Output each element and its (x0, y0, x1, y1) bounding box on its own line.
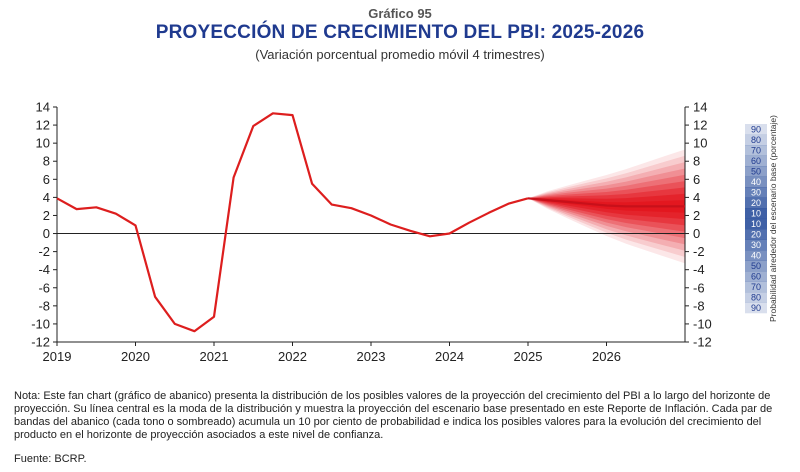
growth-lines (56, 112, 685, 333)
fan-legend-label: 20 (751, 198, 761, 208)
fan-legend-cell (745, 134, 767, 146)
historical-growth-line (56, 112, 529, 333)
fan-legend-cell (745, 124, 767, 135)
y-tick-label-right: -2 (693, 244, 705, 259)
fan-legend-label: 90 (751, 303, 761, 313)
y-tick-label-left: 0 (43, 226, 50, 241)
y-tick-label-left: 12 (36, 118, 50, 133)
chart-subtitle: (Variación porcentual promedio móvil 4 t… (255, 47, 545, 62)
x-tick-label: 2024 (435, 349, 464, 364)
fan-legend-label: 30 (751, 188, 761, 198)
chart-title: PROYECCIÓN DE CRECIMIENTO DEL PBI: 2025-… (155, 22, 645, 43)
y-tick-label-right: -6 (693, 280, 705, 295)
fan-legend-label: 10 (751, 219, 761, 229)
fan-legend-cell (745, 271, 767, 282)
fan-legend-cell (745, 302, 767, 314)
fan-legend-cell (745, 218, 767, 230)
y-tick-label-right: 10 (693, 136, 707, 151)
fan-legend-label: 50 (751, 261, 761, 271)
y-tick-label-right: 6 (693, 172, 700, 187)
y-tick-label-right: 2 (693, 208, 700, 223)
y-tick-label-left: 4 (43, 190, 50, 205)
y-tick-label-left: -12 (31, 335, 50, 350)
y-tick-label-right: -12 (693, 335, 712, 350)
y-tick-label-left: -4 (38, 262, 50, 277)
fan-legend-cell (745, 281, 767, 293)
y-tick-label-right: -4 (693, 262, 705, 277)
figure-number: Gráfico 95 (368, 6, 432, 21)
y-tick-label-left: -2 (38, 244, 50, 259)
fan-legend-label: 40 (751, 251, 761, 261)
fan-legend-cell (745, 239, 767, 251)
x-tick-label: 2023 (357, 349, 386, 364)
y-tick-label-right: -8 (693, 298, 705, 313)
y-tick-label-right: 14 (693, 100, 707, 115)
y-tick-label-left: 10 (36, 136, 50, 151)
fan-legend-label: 30 (751, 240, 761, 250)
y-tick-label-left: -6 (38, 280, 50, 295)
fan-legend-label: 70 (751, 146, 761, 156)
x-tick-label: 2022 (278, 349, 307, 364)
fan-legend-label: 70 (751, 282, 761, 292)
y-tick-label-right: 12 (693, 118, 707, 133)
y-tick-label-left: 6 (43, 172, 50, 187)
chart-source: Fuente: BCRP. (14, 453, 87, 465)
fan-legend-cell (745, 187, 767, 198)
x-tick-label: 2026 (592, 349, 621, 364)
y-tick-label-left: 8 (43, 154, 50, 169)
y-tick-label-left: -8 (38, 298, 50, 313)
fan-legend-label: 40 (751, 177, 761, 187)
fan-legend-label: 60 (751, 156, 761, 166)
fan-legend-cell (745, 166, 767, 177)
y-tick-label-right: -10 (693, 316, 712, 331)
projection-central-line (527, 197, 685, 208)
y-tick-label-left: 2 (43, 208, 50, 223)
fan-legend-title: Probabilidad alrededor del escenario bas… (768, 115, 778, 322)
x-tick-label: 2019 (43, 349, 72, 364)
fan-legend-label: 90 (751, 125, 761, 135)
fan-legend-cell (745, 260, 767, 272)
fan-legend-cell (745, 229, 767, 240)
x-tick-label: 2021 (200, 349, 229, 364)
x-tick-label: 2025 (514, 349, 543, 364)
fan-legend-cell (745, 155, 767, 167)
fan-legend-label: 50 (751, 167, 761, 177)
fan-legend-cell (745, 250, 767, 261)
chart-note: Nota: Este fan chart (gráfico de abanico… (14, 390, 773, 441)
chart-axes: 14 14 12 12 10 10 8 8 6 6 4 4 2 2 0 0 -2 -2 -4 -4 -6 -6 -8 -8 -1… (31, 100, 712, 365)
fan-legend-cell (745, 292, 767, 303)
y-tick-label-left: 14 (36, 100, 50, 115)
x-tick-label: 2020 (121, 349, 150, 364)
fan-legend-label: 20 (751, 230, 761, 240)
fan-legend-label: 60 (751, 272, 761, 282)
fan-legend-label: 80 (751, 293, 761, 303)
fan-legend-label: 80 (751, 135, 761, 145)
y-tick-label-right: 0 (693, 226, 700, 241)
y-tick-label-right: 8 (693, 154, 700, 169)
y-tick-label-right: 4 (693, 190, 700, 205)
fan-legend-cell (745, 145, 767, 156)
fan-legend-label: 10 (751, 209, 761, 219)
y-tick-label-left: -10 (31, 316, 50, 331)
fan-legend-cell (745, 176, 767, 188)
fan-legend-cell (745, 197, 767, 209)
fan-legend-cell (745, 208, 767, 219)
